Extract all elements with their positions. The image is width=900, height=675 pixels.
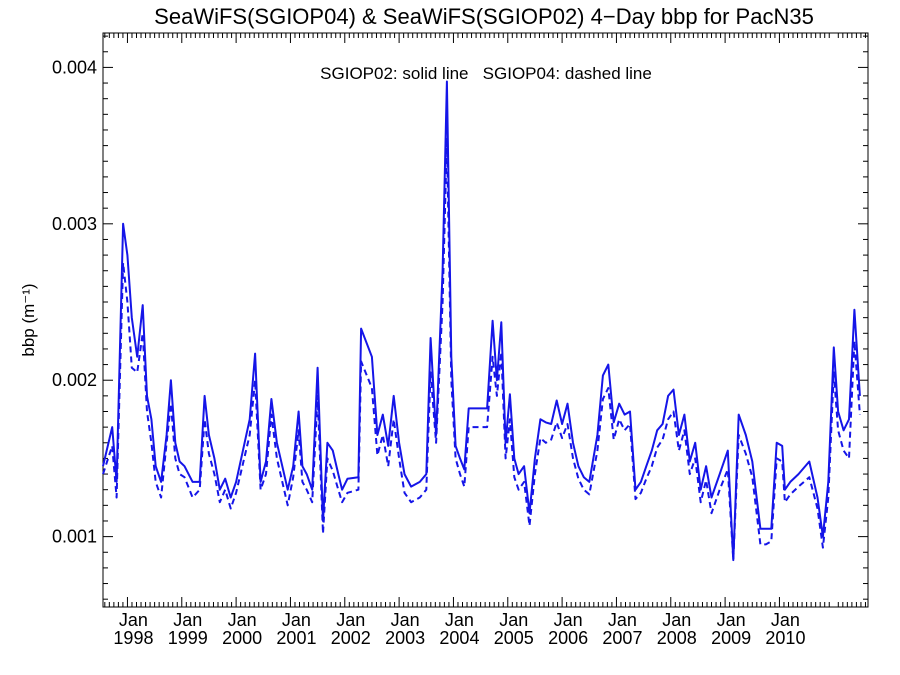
x-tick-month-label: Jan	[554, 610, 583, 630]
y-axis-label: bbp (m⁻¹)	[19, 283, 38, 356]
x-tick-year-label: 1999	[168, 628, 208, 648]
x-tick-month-label: Jan	[282, 610, 311, 630]
x-tick-month-label: Jan	[445, 610, 474, 630]
x-tick-month-label: Jan	[173, 610, 202, 630]
series-line-sgiop04	[102, 136, 861, 562]
plot-frame	[102, 32, 869, 608]
x-tick-month-label: Jan	[336, 610, 365, 630]
x-tick-year-label: 2009	[711, 628, 751, 648]
x-tick-year-label: 2010	[765, 628, 805, 648]
line-style-annotation: SGIOP02: solid line SGIOP04: dashed line	[320, 64, 652, 83]
x-tick-year-label: 2007	[602, 628, 642, 648]
x-tick-year-label: 2003	[385, 628, 425, 648]
y-tick-label: 0.001	[52, 527, 97, 547]
x-tick-year-label: 2008	[657, 628, 697, 648]
y-tick-label: 0.004	[52, 57, 97, 77]
y-axis-ticks: 0.001 0.002 0.003 0.004	[52, 35, 868, 600]
x-tick-year-label: 2002	[331, 628, 371, 648]
x-tick-year-label: 2006	[548, 628, 588, 648]
x-tick-month-label: Jan	[608, 610, 637, 630]
x-tick-month-label: Jan	[662, 610, 691, 630]
series-layer	[102, 80, 861, 562]
x-tick-month-label: Jan	[499, 610, 528, 630]
x-tick-year-label: 2001	[276, 628, 316, 648]
x-tick-month-label: Jan	[717, 610, 746, 630]
x-tick-year-label: 1998	[113, 628, 153, 648]
x-tick-month-label: Jan	[119, 610, 148, 630]
chart-title: SeaWiFS(SGIOP04) & SeaWiFS(SGIOP02) 4−Da…	[154, 4, 814, 29]
x-tick-month-label: Jan	[771, 610, 800, 630]
x-tick-year-label: 2005	[494, 628, 534, 648]
series-line-sgiop02	[102, 80, 861, 562]
x-tick-year-label: 2004	[439, 628, 479, 648]
x-axis-ticks: Jan1998Jan1999Jan2000Jan2001Jan2002Jan20…	[104, 33, 866, 648]
y-tick-label: 0.003	[52, 214, 97, 234]
y-tick-label: 0.002	[52, 370, 97, 390]
x-tick-month-label: Jan	[391, 610, 420, 630]
x-tick-year-label: 2000	[222, 628, 262, 648]
x-tick-month-label: Jan	[228, 610, 257, 630]
